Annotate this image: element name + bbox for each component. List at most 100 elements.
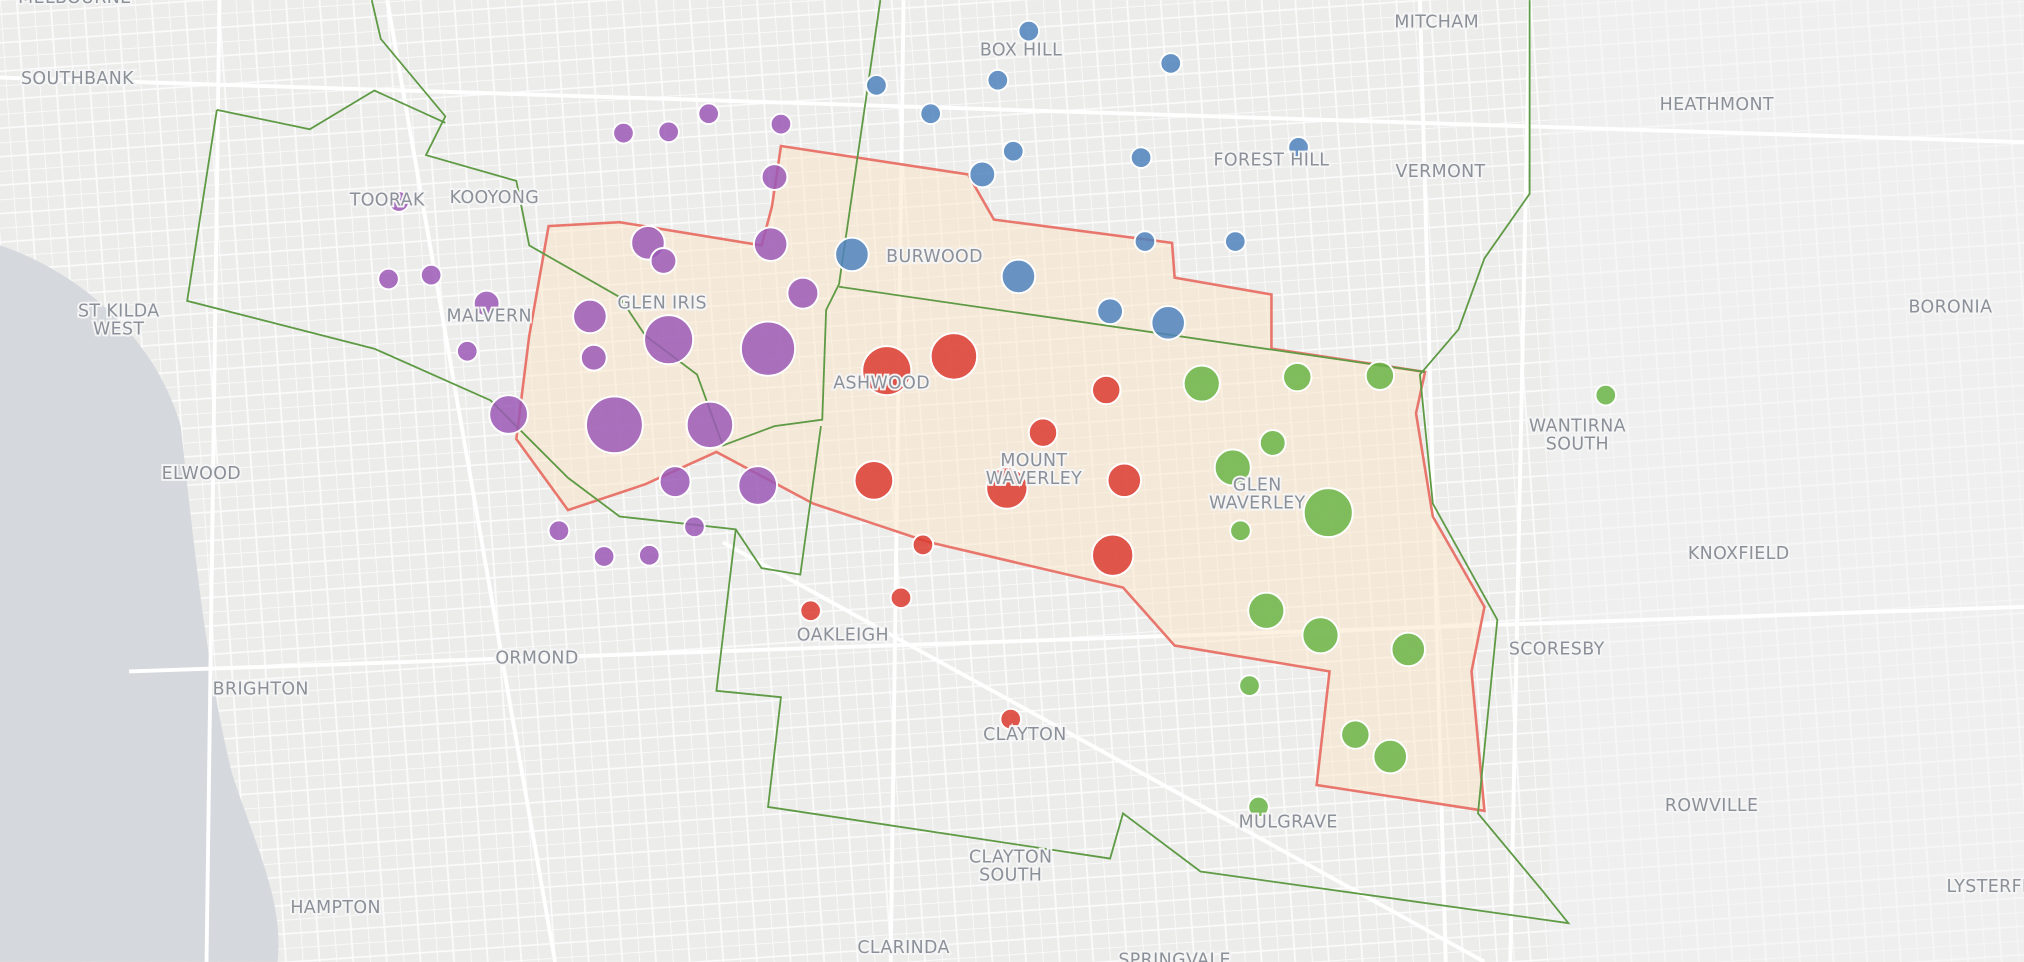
- marker: [1238, 674, 1261, 697]
- marker: [488, 394, 529, 435]
- marker: [1224, 230, 1247, 253]
- place-label-line: FOREST HILL: [1214, 150, 1330, 170]
- marker: [1182, 364, 1221, 403]
- marker: [1017, 19, 1041, 43]
- place-label: FOREST HILL: [1214, 150, 1330, 170]
- place-label-line: CLARINDA: [857, 938, 950, 958]
- place-label-line: WANTIRNA: [1529, 416, 1626, 436]
- marker: [1000, 258, 1037, 295]
- place-label-line: SOUTH: [1546, 434, 1609, 454]
- place-label-line: WEST: [93, 319, 144, 339]
- place-label: BURWOOD: [886, 247, 983, 267]
- marker: [799, 599, 822, 623]
- marker: [547, 519, 571, 542]
- place-label-line: MALVERN: [446, 307, 531, 327]
- marker: [919, 102, 942, 126]
- marker: [1001, 139, 1025, 163]
- place-label: CLAYTON SOUTH: [969, 847, 1053, 885]
- marker: [1390, 631, 1427, 668]
- place-label: SCORESBY: [1509, 640, 1605, 660]
- marker: [455, 339, 479, 363]
- marker: [999, 707, 1023, 731]
- place-label-line: GLEN IRIS: [617, 294, 707, 314]
- place-labels: MELBOURNE SOUTHBANK BOX HILL MITCHAM HEATHMO…: [16, 0, 2024, 962]
- place-label-line: KNOXFIELD: [1688, 544, 1790, 564]
- place-label: ASHWOOD: [833, 374, 930, 394]
- place-label-line: BOX HILL: [980, 41, 1062, 61]
- place-label-line: HEATHMONT: [1660, 95, 1774, 115]
- marker: [911, 533, 935, 557]
- place-label-line: CLAYTON: [983, 725, 1067, 745]
- place-label: ORMOND: [495, 649, 578, 669]
- marker: [1229, 519, 1252, 542]
- marker: [1213, 448, 1252, 487]
- marker: [649, 247, 678, 275]
- boundaries: [186, 0, 1571, 925]
- place-label: MULGRAVE: [1239, 813, 1338, 833]
- marker: [968, 160, 997, 189]
- place-label-line: MELBOURNE: [18, 0, 131, 8]
- marker: [834, 236, 870, 273]
- marker: [1150, 305, 1186, 341]
- marker: [643, 314, 695, 366]
- place-label: MALVERN: [446, 307, 531, 327]
- place-label: MITCHAM: [1394, 12, 1479, 32]
- marker: [572, 298, 608, 335]
- place-label-line: GLEN: [1233, 476, 1282, 496]
- place-label-line: TOORAK: [349, 190, 425, 210]
- marker: [786, 276, 820, 310]
- place-label-line: SOUTH: [979, 866, 1042, 886]
- markers: [377, 19, 1618, 819]
- marker: [612, 121, 635, 145]
- place-label: KOOYONG: [450, 188, 540, 208]
- place-label: CLAYTON: [983, 725, 1067, 745]
- place-label: SPRINGVALE: [1118, 951, 1231, 962]
- place-label: ELWOOD: [162, 464, 241, 484]
- place-label: BOX HILL: [980, 41, 1062, 61]
- place-label-line: SCORESBY: [1509, 640, 1605, 660]
- marker: [637, 543, 661, 567]
- place-label-line: OAKLEIGH: [797, 625, 889, 645]
- marker: [657, 120, 680, 144]
- place-label-line: SOUTHBANK: [21, 69, 134, 89]
- marker: [861, 345, 913, 397]
- marker: [658, 465, 692, 499]
- place-label-line: ASHWOOD: [833, 374, 930, 394]
- place-label: GLEN WAVERLEY: [1209, 476, 1305, 514]
- place-label-line: WAVERLEY: [986, 469, 1082, 489]
- place-label: ROWVILLE: [1665, 796, 1759, 816]
- marker: [1091, 374, 1122, 406]
- place-label-line: ORMOND: [495, 649, 578, 669]
- place-label-line: BURWOOD: [886, 247, 983, 267]
- marker: [377, 267, 400, 291]
- place-label: ST KILDA WEST: [78, 301, 160, 339]
- marker: [1301, 616, 1340, 655]
- place-label-line: CLAYTON: [969, 847, 1053, 867]
- marker: [1287, 136, 1310, 159]
- marker: [1133, 230, 1157, 253]
- place-label: BRIGHTON: [213, 680, 309, 700]
- place-label-line: KOOYONG: [450, 188, 540, 208]
- place-label-line: ELWOOD: [162, 464, 241, 484]
- place-label-line: ST KILDA: [78, 301, 160, 321]
- marker: [1027, 417, 1059, 448]
- place-label-line: MITCHAM: [1394, 12, 1479, 32]
- marker: [697, 102, 720, 126]
- place-label-line: MULGRAVE: [1239, 813, 1338, 833]
- marker: [683, 515, 706, 539]
- marker: [1096, 297, 1124, 326]
- marker: [1364, 360, 1396, 391]
- marker: [752, 226, 789, 262]
- place-label-line: SPRINGVALE: [1118, 951, 1231, 962]
- marker: [769, 112, 793, 136]
- marker: [472, 289, 501, 318]
- place-label-line: MOUNT: [1000, 451, 1067, 471]
- place-label: OAKLEIGH: [797, 625, 889, 645]
- marker: [1159, 52, 1183, 75]
- place-label: KNOXFIELD: [1688, 544, 1790, 564]
- marker: [889, 586, 913, 610]
- marker: [1282, 361, 1313, 393]
- marker: [1247, 591, 1286, 630]
